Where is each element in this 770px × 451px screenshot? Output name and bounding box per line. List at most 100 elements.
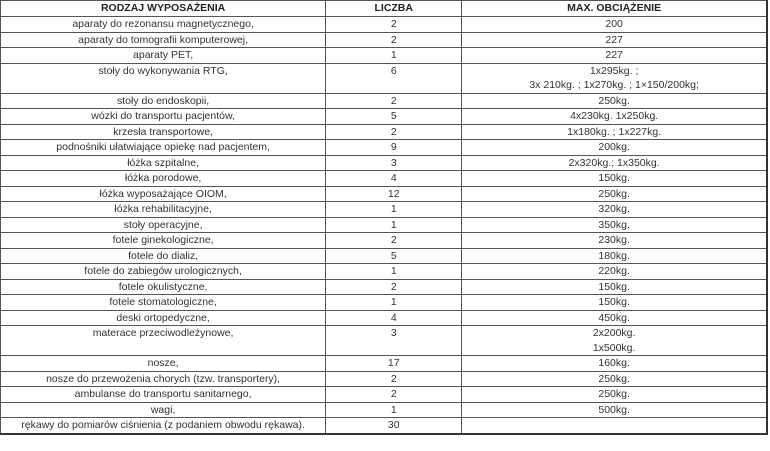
max-load-line: 500kg. <box>598 403 630 416</box>
table-row: aparaty PET, 1 227 <box>0 47 768 64</box>
max-load-line: 227 <box>605 49 623 61</box>
equipment-type-cell: stoły do wykonywania RTG, <box>0 62 327 94</box>
max-load-cell: 250kg. <box>461 386 768 403</box>
table-row: aparaty do tomografii komputerowej, 2 227 <box>0 31 768 48</box>
table-row: łóżka szpitalne, 3 2x320kg.; 1x350kg. <box>0 154 768 171</box>
count-cell: 3 <box>325 325 463 356</box>
count-cell: 2 <box>325 16 463 33</box>
count-cell: 1 <box>325 47 463 64</box>
equipment-type-cell: wózki do transportu pacjentów, <box>0 108 327 125</box>
equipment-type-cell: podnośniki ułatwiające opiekę nad pacjen… <box>0 139 327 156</box>
max-load-cell: 200 <box>461 16 768 33</box>
max-load-cell: 1x295kg. ; 3x 210kg. ; 1x270kg. ; 1×150/2… <box>461 62 768 94</box>
max-load-line: 4x230kg. 1x250kg. <box>570 110 659 122</box>
table-row: stoły do wykonywania RTG, 6 1x295kg. ; 3x 2… <box>0 62 768 94</box>
max-load-line: 350kg. <box>598 218 630 231</box>
equipment-type-cell: materace przeciwodleżynowe, <box>0 325 327 356</box>
max-load-line: 180kg. <box>598 249 630 262</box>
max-load-line: 150kg. <box>598 280 630 293</box>
equipment-type-cell: deski ortopedyczne, <box>0 309 327 326</box>
count-cell: 1 <box>325 201 463 218</box>
max-load-cell: 150kg. <box>461 170 768 187</box>
count-cell: 1 <box>325 216 463 233</box>
table-row: nosze do przewożenia chorych (tzw. trans… <box>0 370 768 387</box>
table-row: aparaty do rezonansu magnetycznego, 2 200 <box>0 16 768 33</box>
max-load-line: 250kg. <box>598 187 630 200</box>
count-cell: 1 <box>325 294 463 311</box>
table-row: stoły do endoskopii, 2 250kg. <box>0 92 768 109</box>
max-load-cell: 250kg. <box>461 185 768 202</box>
max-load-cell: 350kg. <box>461 216 768 233</box>
header-row: RODZAJ WYPOSAŻENIA LICZBA MAX. OBCIĄŻENI… <box>0 0 768 17</box>
max-load-line: 250kg. <box>598 388 630 400</box>
table-row: nosze, 17 160kg. <box>0 355 768 372</box>
equipment-table: RODZAJ WYPOSAŻENIA LICZBA MAX. OBCIĄŻENI… <box>0 0 768 435</box>
max-load-line: 450kg. <box>598 311 630 324</box>
count-cell: 2 <box>325 278 463 295</box>
count-cell: 2 <box>325 92 463 109</box>
max-load-line: 227 <box>605 33 623 46</box>
max-load-line: 160kg. <box>598 357 630 369</box>
max-load-cell: 2x200kg. 1x500kg. <box>461 325 768 356</box>
table-row: materace przeciwodleżynowe, 3 2x200kg. 1x50… <box>0 325 768 356</box>
max-load-cell: 200kg. <box>461 139 768 156</box>
table-row: rękawy do pomiarów ciśnienia (z podaniem… <box>0 417 768 434</box>
table-row: łóżka porodowe, 4 150kg. <box>0 170 768 187</box>
max-load-cell: 150kg. <box>461 294 768 311</box>
max-load-line: 220kg. <box>598 265 630 277</box>
count-cell: 4 <box>325 170 463 187</box>
count-cell: 2 <box>325 232 463 249</box>
count-cell: 2 <box>325 386 463 403</box>
equipment-type-cell: łóżka porodowe, <box>0 170 327 187</box>
equipment-type-cell: aparaty PET, <box>0 47 327 64</box>
count-cell: 30 <box>325 417 463 434</box>
max-load-line: 200kg. <box>598 141 630 153</box>
max-load-line: 2x200kg. <box>592 327 636 339</box>
equipment-type-cell: stoły operacyjne, <box>0 216 327 233</box>
max-load-cell: 500kg. <box>461 401 768 418</box>
max-load-line: 250kg. <box>598 372 630 385</box>
equipment-type-cell: łóżka szpitalne, <box>0 154 327 171</box>
equipment-type-cell: fotele do zabiegów urologicznych, <box>0 263 327 280</box>
max-load-line: 1x180kg. ; 1x227kg. <box>567 125 662 138</box>
max-load-cell: 1x180kg. ; 1x227kg. <box>461 123 768 140</box>
count-cell: 5 <box>325 247 463 264</box>
max-load-line: 1x500kg. <box>592 341 636 354</box>
equipment-type-cell: stoły do endoskopii, <box>0 92 327 109</box>
max-load-cell: 180kg. <box>461 247 768 264</box>
equipment-type-cell: fotele do dializ, <box>0 247 327 264</box>
max-load-cell: 4x230kg. 1x250kg. <box>461 108 768 125</box>
count-cell: 3 <box>325 154 463 171</box>
equipment-type-cell: ambulanse do transportu sanitarnego, <box>0 386 327 403</box>
table-row: fotele do zabiegów urologicznych, 1 220kg. <box>0 263 768 280</box>
max-load-cell: 227 <box>461 47 768 64</box>
equipment-type-cell: nosze do przewożenia chorych (tzw. trans… <box>0 370 327 387</box>
equipment-type-cell: rękawy do pomiarów ciśnienia (z podaniem… <box>0 417 327 434</box>
table-body: aparaty do rezonansu magnetycznego, 2 200 a… <box>0 16 768 434</box>
equipment-type-cell: nosze, <box>0 355 327 372</box>
equipment-type-cell: fotele okulistyczne, <box>0 278 327 295</box>
table-row: stoły operacyjne, 1 350kg. <box>0 216 768 233</box>
max-load-cell: 450kg. <box>461 309 768 326</box>
count-cell: 2 <box>325 123 463 140</box>
table-row: ambulanse do transportu sanitarnego, 2 250… <box>0 386 768 403</box>
table-row: łóżka rehabilitacyjne, 1 320kg. <box>0 201 768 218</box>
count-cell: 12 <box>325 185 463 202</box>
equipment-type-cell: aparaty do rezonansu magnetycznego, <box>0 16 327 33</box>
table-row: fotele stomatologiczne, 1 150kg. <box>0 294 768 311</box>
max-load-cell: 320kg. <box>461 201 768 218</box>
max-load-line: 150kg. <box>598 172 630 184</box>
table-row: wagi, 1 500kg. <box>0 401 768 418</box>
max-load-cell: 230kg. <box>461 232 768 249</box>
header-count: LICZBA <box>325 0 463 17</box>
count-cell: 5 <box>325 108 463 125</box>
table-row: krzesła transportowe, 2 1x180kg. ; 1x227kg… <box>0 123 768 140</box>
max-load-cell: 160kg. <box>461 355 768 372</box>
max-load-line <box>463 419 766 433</box>
count-cell: 6 <box>325 62 463 94</box>
max-load-line: 2x320kg.; 1x350kg. <box>568 156 660 169</box>
equipment-type-cell: krzesła transportowe, <box>0 123 327 140</box>
max-load-line: 150kg. <box>598 296 630 308</box>
equipment-type-cell: fotele ginekologiczne, <box>0 232 327 249</box>
equipment-type-cell: łóżka wyposażające OIOM, <box>0 185 327 202</box>
